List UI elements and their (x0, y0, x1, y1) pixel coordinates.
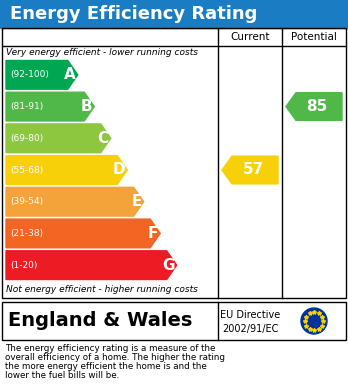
Polygon shape (6, 92, 94, 121)
Polygon shape (6, 251, 177, 280)
Polygon shape (6, 219, 160, 248)
Text: (1-20): (1-20) (10, 261, 37, 270)
Text: F: F (148, 226, 158, 241)
Text: A: A (64, 67, 76, 83)
Text: E: E (131, 194, 142, 209)
Text: (81-91): (81-91) (10, 102, 43, 111)
Text: Energy Efficiency Rating: Energy Efficiency Rating (10, 5, 258, 23)
Polygon shape (6, 187, 144, 216)
Text: (21-38): (21-38) (10, 229, 43, 238)
Bar (2, 28, 346, 298)
Text: 57: 57 (242, 163, 264, 178)
Text: overall efficiency of a home. The higher the rating: overall efficiency of a home. The higher… (5, 353, 225, 362)
Text: The energy efficiency rating is a measure of the: The energy efficiency rating is a measur… (5, 344, 215, 353)
Text: Not energy efficient - higher running costs: Not energy efficient - higher running co… (6, 285, 198, 294)
Text: lower the fuel bills will be.: lower the fuel bills will be. (5, 371, 119, 380)
Text: G: G (162, 258, 175, 273)
Text: (92-100): (92-100) (10, 70, 49, 79)
Text: Very energy efficient - lower running costs: Very energy efficient - lower running co… (6, 48, 198, 57)
Text: (55-68): (55-68) (10, 165, 43, 174)
Polygon shape (6, 156, 127, 185)
Text: C: C (98, 131, 109, 146)
Polygon shape (6, 61, 78, 89)
Circle shape (301, 308, 327, 334)
Bar (2, 302, 346, 340)
Text: D: D (113, 163, 125, 178)
Polygon shape (6, 124, 111, 152)
Text: England & Wales: England & Wales (8, 312, 192, 330)
Text: B: B (81, 99, 92, 114)
Text: EU Directive: EU Directive (220, 310, 280, 320)
Text: (69-80): (69-80) (10, 134, 43, 143)
Text: the more energy efficient the home is and the: the more energy efficient the home is an… (5, 362, 207, 371)
Text: (39-54): (39-54) (10, 197, 43, 206)
Polygon shape (222, 156, 278, 184)
Text: 2002/91/EC: 2002/91/EC (222, 324, 278, 334)
Bar (0, 0, 348, 28)
Text: Current: Current (230, 32, 270, 42)
Text: 85: 85 (306, 99, 327, 114)
Polygon shape (286, 93, 342, 120)
Text: Potential: Potential (291, 32, 337, 42)
